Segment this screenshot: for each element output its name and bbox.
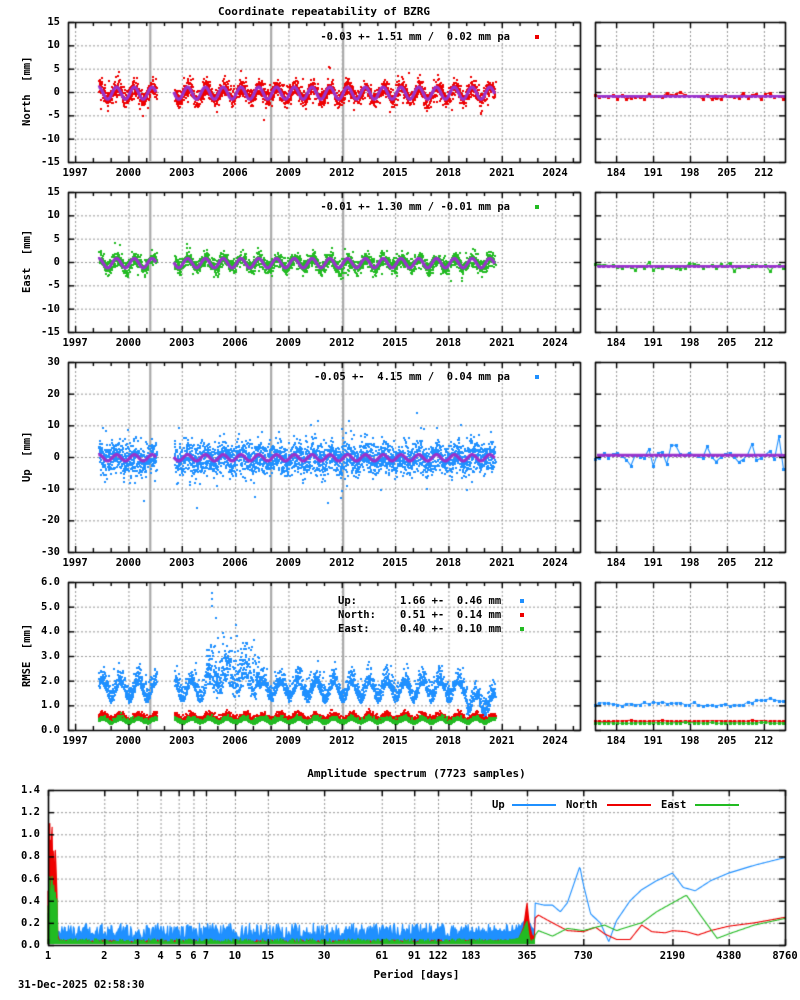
plot-page: -15 -10 -5 0 5 10 15 1997 2000 2003 2006 2009 2012 20… (0, 0, 800, 1000)
repeatability-plot-canvas (0, 0, 800, 1000)
